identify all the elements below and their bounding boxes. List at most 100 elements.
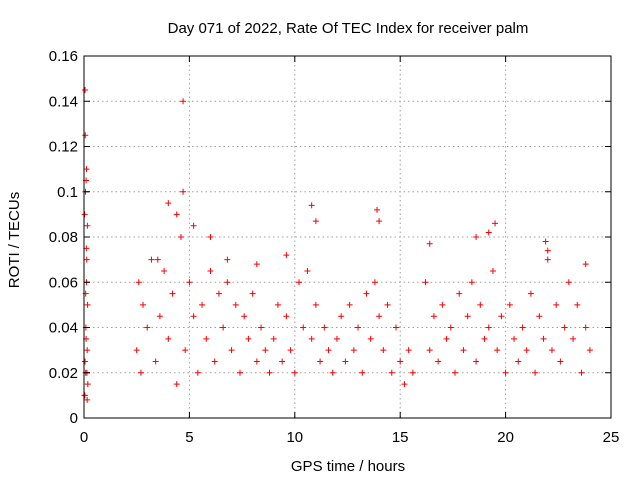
data-point xyxy=(308,335,315,342)
data-point xyxy=(498,313,505,320)
data-point xyxy=(350,347,357,354)
data-point xyxy=(374,206,381,213)
plot-frame xyxy=(83,55,612,419)
data-point xyxy=(152,358,159,365)
data-point xyxy=(346,301,353,308)
data-point xyxy=(511,335,518,342)
data-point xyxy=(258,324,265,331)
data-point xyxy=(190,313,197,320)
data-point xyxy=(523,347,530,354)
data-point xyxy=(300,324,307,331)
data-point xyxy=(586,347,593,354)
data-point xyxy=(274,301,281,308)
x-axis-label: GPS time / hours xyxy=(291,458,405,475)
data-point xyxy=(439,301,446,308)
data-point xyxy=(578,369,585,376)
y-tick-label: 0.02 xyxy=(49,365,78,382)
data-point xyxy=(253,261,260,268)
data-points xyxy=(81,86,593,403)
data-point xyxy=(367,335,374,342)
data-point xyxy=(430,313,437,320)
data-point xyxy=(224,279,231,286)
chart-title: Day 071 of 2022, Rate Of TEC Index for r… xyxy=(168,20,529,37)
data-point xyxy=(186,279,193,286)
y-tick-label: 0.14 xyxy=(49,93,78,110)
data-point xyxy=(83,256,90,263)
data-point xyxy=(380,347,387,354)
data-point xyxy=(582,261,589,268)
data-point xyxy=(540,335,547,342)
data-point xyxy=(321,324,328,331)
data-point xyxy=(283,252,290,259)
data-point xyxy=(473,358,480,365)
data-point xyxy=(279,358,286,365)
axis-ticks xyxy=(83,55,612,419)
data-point xyxy=(203,335,210,342)
data-point xyxy=(452,369,459,376)
data-point xyxy=(542,238,549,245)
data-point xyxy=(266,369,273,376)
data-point xyxy=(199,301,206,308)
data-point xyxy=(468,279,475,286)
x-tick-label: 10 xyxy=(286,429,303,446)
data-point xyxy=(485,324,492,331)
data-point xyxy=(519,324,526,331)
data-point xyxy=(173,211,180,218)
data-point xyxy=(140,301,147,308)
data-point xyxy=(133,347,140,354)
data-point xyxy=(84,222,91,229)
y-tick-label: 0.16 xyxy=(49,48,78,65)
data-point xyxy=(211,358,218,365)
x-tick-label: 20 xyxy=(497,429,514,446)
data-point xyxy=(473,234,480,240)
data-point xyxy=(154,256,161,263)
data-point xyxy=(81,211,88,218)
data-point xyxy=(338,313,345,320)
data-point xyxy=(165,335,172,342)
data-point xyxy=(173,381,180,388)
data-point xyxy=(329,369,336,376)
data-point xyxy=(527,290,534,297)
x-tick-label: 15 xyxy=(392,429,409,446)
data-point xyxy=(241,313,248,320)
data-point xyxy=(82,132,89,139)
data-point xyxy=(177,234,184,240)
data-point xyxy=(308,202,315,209)
data-point xyxy=(574,301,581,308)
data-point xyxy=(148,256,155,263)
data-point xyxy=(426,347,433,354)
data-point xyxy=(384,301,391,308)
data-point xyxy=(135,279,142,286)
data-point xyxy=(536,313,543,320)
data-point xyxy=(182,347,189,354)
data-point xyxy=(304,267,311,274)
data-point xyxy=(84,301,91,308)
data-point xyxy=(401,381,408,388)
grid-lines xyxy=(84,56,611,418)
data-point xyxy=(137,369,144,376)
data-point xyxy=(82,358,89,365)
y-tick-label: 0.1 xyxy=(57,184,78,201)
data-point xyxy=(426,240,433,247)
data-point xyxy=(376,313,383,320)
x-tick-label: 25 xyxy=(603,429,620,446)
data-point xyxy=(84,396,91,403)
data-point xyxy=(435,358,442,365)
data-point xyxy=(582,324,589,331)
data-point xyxy=(489,267,496,274)
data-point xyxy=(291,369,298,376)
data-point xyxy=(84,347,91,354)
data-point xyxy=(325,347,332,354)
data-point xyxy=(456,290,463,297)
x-tick-label: 5 xyxy=(185,429,193,446)
data-point xyxy=(460,347,467,354)
data-point xyxy=(376,218,383,225)
data-point xyxy=(165,200,172,207)
data-point xyxy=(207,234,214,240)
data-point xyxy=(169,290,176,297)
data-point xyxy=(232,301,239,308)
x-tick-label: 0 xyxy=(80,429,88,446)
data-point xyxy=(245,335,252,342)
data-point xyxy=(392,324,399,331)
